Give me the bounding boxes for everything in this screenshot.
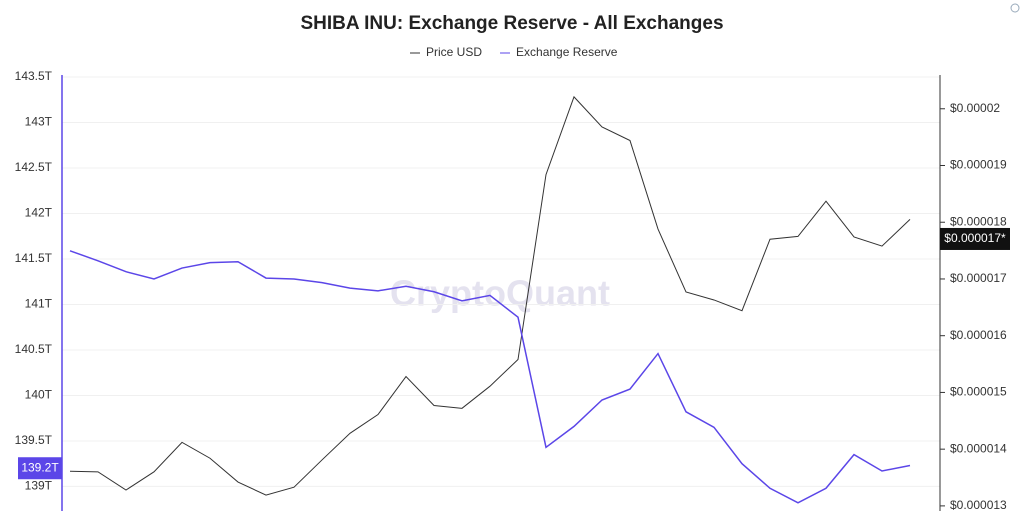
watermark: CryptoQuant [390, 273, 610, 314]
series-line [69, 95, 911, 496]
icon[interactable] [1010, 3, 1020, 13]
current-tag-label: 139.2T [21, 460, 59, 474]
y2-tick-label: $0.000013 [950, 498, 1007, 511]
y2-tick-label: $0.000015 [950, 385, 1007, 399]
y-tick-label: 142T [25, 206, 53, 220]
series-line [69, 250, 911, 504]
current-tag-label: $0.000017* [944, 231, 1006, 245]
legend-label: Exchange Reserve [516, 45, 618, 59]
y2-tick-label: $0.000019 [950, 158, 1007, 172]
y2-tick-label: $0.00002 [950, 101, 1000, 115]
y-tick-label: 143T [25, 115, 53, 129]
y-tick-label: 142.5T [15, 160, 53, 174]
current-tag [940, 227, 1010, 250]
y2-tick-label: $0.000014 [950, 441, 1007, 455]
y2-tick-label: $0.000018 [950, 214, 1007, 228]
legend-label: Price USD [426, 45, 482, 59]
y-tick-label: 140T [25, 388, 53, 402]
y-tick-label: 139.5T [15, 433, 53, 447]
y-tick-label: 143.5T [15, 69, 53, 83]
y-tick-label: 141T [25, 297, 53, 311]
chart-title: SHIBA INU: Exchange Reserve - All Exchan… [300, 13, 723, 34]
y-tick-label: 139T [25, 479, 53, 493]
current-tag [18, 457, 62, 480]
y-tick-label: 140.5T [15, 342, 53, 356]
y2-tick-label: $0.000016 [950, 328, 1007, 342]
y2-tick-label: $0.000017 [950, 271, 1007, 285]
y-tick-label: 141.5T [15, 251, 53, 265]
